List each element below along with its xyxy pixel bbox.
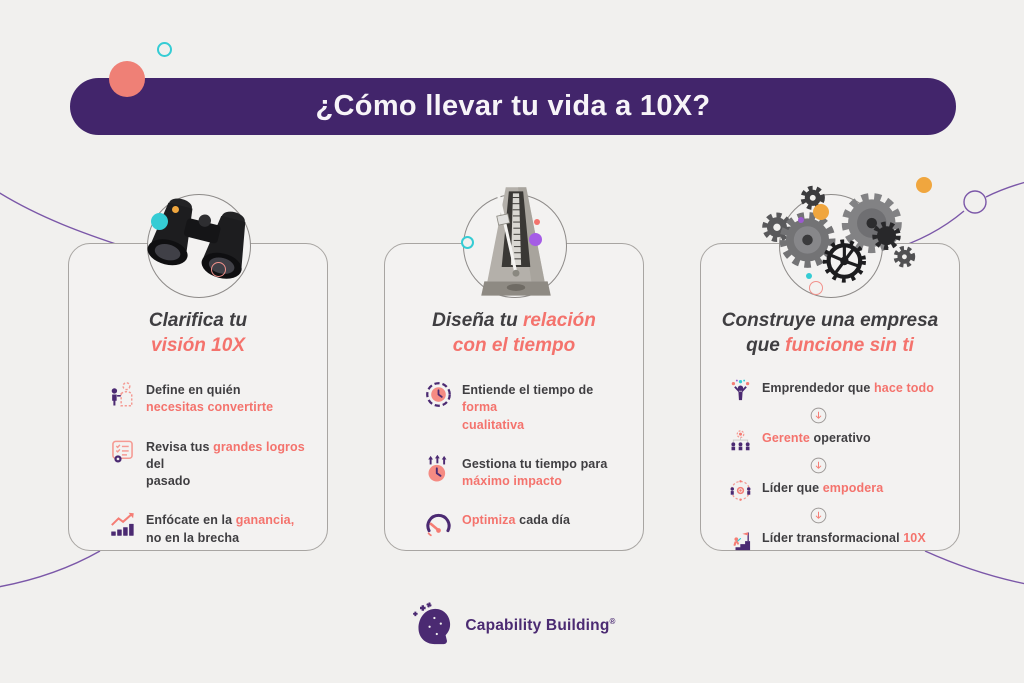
clock-arrows-icon: [425, 455, 452, 482]
empower-icon: [729, 479, 752, 502]
list-item: Revisa tus grandes logros del pasado: [109, 438, 309, 491]
coral-dot-icon: [109, 61, 145, 97]
text-segment: Gestiona tu tiempo para: [462, 456, 608, 471]
coral-ring-icon: [809, 281, 823, 295]
text-segment: forma: [462, 400, 498, 415]
speedometer-icon: [425, 511, 452, 538]
down-arrow-icon: [810, 507, 827, 524]
puzzle-head-logo-icon: [413, 602, 451, 645]
growth-chart-icon: [109, 511, 136, 538]
down-arrow-connector-icon: [810, 507, 827, 524]
list-item: Define en quién necesitas convertirte: [109, 381, 309, 417]
text-segment: Optimiza: [462, 513, 516, 528]
card-clarifica-vision: Clarifica tu visión 10X Define en quién ne…: [68, 194, 328, 551]
down-arrow-icon: [810, 407, 827, 424]
text-segment: máximo impacto: [462, 474, 563, 489]
clock-icon: [425, 381, 452, 408]
teal-ring-icon: [157, 42, 172, 57]
bullet-text: Líder que empodera: [762, 479, 883, 497]
text-segment: no en la brecha: [146, 530, 240, 545]
brand-name: Capability Building®: [465, 616, 616, 635]
metronome-image: [463, 187, 567, 298]
list-item: Enfócate en la ganancia, no en la brecha: [109, 511, 309, 547]
text-segment: ganancia,: [235, 513, 295, 528]
text-segment: que: [746, 335, 786, 357]
text-segment: Define en quién: [146, 383, 241, 398]
card-empresa-sin-ti: Construye una empresa que funcione sin ti…: [700, 185, 960, 552]
list-item: Optimiza cada día: [425, 511, 625, 538]
text-segment: del: [146, 456, 165, 471]
bullet-text: Gerente operativo: [762, 429, 871, 447]
text-segment: visión 10X: [151, 335, 245, 357]
binoculars-image: [147, 194, 251, 298]
juggler-icon: [729, 379, 752, 402]
bullet-text: Gestiona tu tiempo para máximo impacto: [462, 455, 607, 491]
text-segment: cualitativa: [462, 417, 525, 432]
list-item: Gerente operativo: [729, 429, 941, 452]
card-relacion-tiempo: Diseña tu relación con el tiempo Entiende…: [384, 187, 644, 551]
teal-dot-icon: [806, 273, 812, 279]
page-title: ¿Cómo llevar tu vida a 10X?: [315, 90, 711, 122]
bullet-text: Define en quién necesitas convertirte: [146, 381, 273, 417]
text-segment: grandes logros: [213, 439, 305, 454]
card-title: Clarifica tu visión 10X: [75, 308, 321, 358]
text-segment: pasado: [146, 474, 191, 489]
bullet-text: Entiende el tiempo de forma cualitativa: [462, 381, 625, 434]
teal-dot-icon: [151, 213, 168, 230]
bullet-text: Optimiza cada día: [462, 511, 570, 529]
text-segment: necesitas convertirte: [146, 400, 274, 415]
person-become-icon: [109, 381, 136, 408]
bullet-text: Enfócate en la ganancia, no en la brecha: [146, 511, 294, 547]
text-segment: con el tiempo: [452, 335, 576, 357]
list-item: Gestiona tu tiempo para máximo impacto: [425, 455, 625, 491]
text-segment: Revisa tus: [146, 439, 214, 454]
text-segment: Gerente: [762, 431, 810, 446]
teal-ring-icon: [461, 236, 474, 249]
coral-ring-icon: [211, 262, 226, 277]
text-segment: Diseña tu: [432, 310, 523, 331]
list-item: Líder transformacional 10X: [729, 529, 941, 552]
down-arrow-connector-icon: [810, 457, 827, 474]
bullet-text: Emprendedor que hace todo: [762, 379, 934, 397]
org-chart-icon: [729, 429, 752, 452]
list-item: Líder que empodera: [729, 479, 941, 502]
text-segment: Construye una empresa: [721, 310, 939, 331]
text-segment: Enfócate en la: [146, 513, 236, 528]
text-segment: Líder transformacional: [762, 531, 904, 546]
text-segment: Clarifica tu: [148, 310, 248, 331]
list-item: Entiende el tiempo de forma cualitativa: [425, 381, 625, 434]
down-arrow-connector-icon: [810, 407, 827, 424]
text-segment: cada día: [515, 513, 570, 528]
card-title: Diseña tu relación con el tiempo: [391, 308, 637, 358]
text-segment: relación: [522, 310, 596, 331]
checklist-icon: [109, 438, 136, 465]
orange-dot-icon: [172, 206, 179, 213]
bullet-text: Líder transformacional 10X: [762, 529, 926, 547]
purple-dot-icon: [798, 217, 804, 223]
list-item: Emprendedor que hace todo: [729, 379, 941, 402]
text-segment: hace todo: [874, 381, 934, 396]
text-segment: operativo: [809, 431, 871, 446]
coral-dot-icon: [534, 219, 540, 225]
text-segment: funcione sin ti: [785, 335, 914, 357]
orange-dot-icon: [916, 177, 932, 193]
card-bullets: Emprendedor que hace todo Gerente operati…: [701, 379, 959, 552]
text-segment: Líder que: [762, 481, 823, 496]
brand-footer: Capability Building®: [0, 600, 1024, 652]
page-title-banner: ¿Cómo llevar tu vida a 10X?: [70, 78, 956, 135]
stairs-flag-icon: [729, 529, 752, 552]
text-segment: Emprendedor que: [762, 381, 875, 396]
text-segment: empodera: [822, 481, 884, 496]
gears-image: [762, 185, 916, 298]
card-title: Construye una empresa que funcione sin ti: [707, 308, 953, 358]
card-bullets: Define en quién necesitas convertirte Revi…: [69, 381, 327, 547]
purple-dot-icon: [529, 233, 542, 246]
card-bullets: Entiende el tiempo de forma cualitativa Ge…: [385, 381, 643, 538]
down-arrow-icon: [810, 457, 827, 474]
bullet-text: Revisa tus grandes logros del pasado: [146, 438, 309, 491]
text-segment: 10X: [903, 531, 926, 546]
orange-dot-icon: [813, 204, 829, 220]
text-segment: Entiende el tiempo de: [462, 383, 594, 398]
